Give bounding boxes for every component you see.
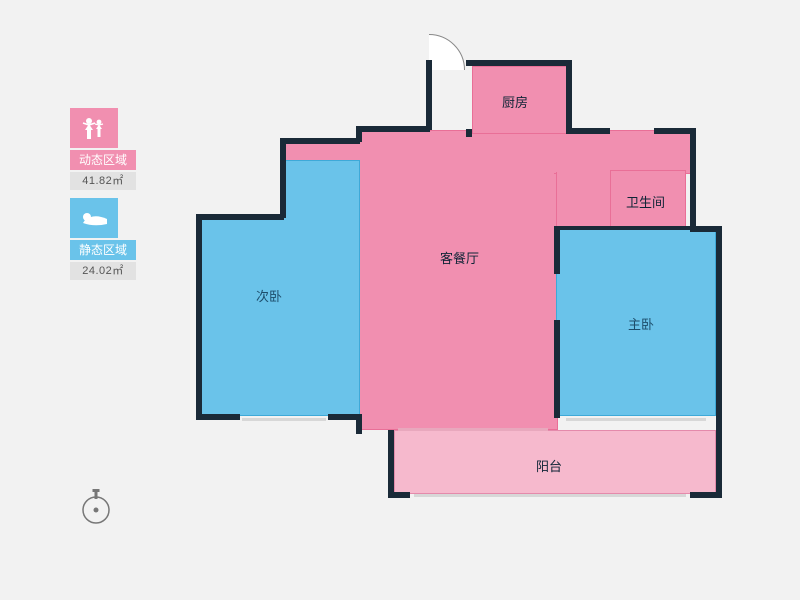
- wall-segment: [690, 492, 720, 498]
- wall-segment: [196, 414, 240, 420]
- wall-segment: [554, 320, 560, 418]
- room-living: [358, 130, 558, 430]
- legend-dynamic-value: 41.82㎡: [70, 172, 136, 190]
- room-corridor: [554, 130, 694, 174]
- wall-segment: [554, 226, 560, 274]
- room-balcony: [394, 430, 716, 494]
- floorplan-stage: 厨房 卫生间 客餐厅 次卧 主卧 阳台 动态区域 41.82㎡ 静态区域: [0, 0, 800, 600]
- wall-segment: [426, 60, 432, 130]
- room-corridor-vert: [556, 172, 616, 228]
- wall-segment: [466, 60, 572, 66]
- legend-dynamic: 动态区域 41.82㎡: [70, 108, 136, 190]
- room-bath: [610, 170, 686, 228]
- wall-segment: [388, 430, 394, 496]
- wall-segment: [280, 138, 360, 144]
- compass-icon: [76, 486, 116, 526]
- legend-static-value: 24.02㎡: [70, 262, 136, 280]
- wall-segment: [716, 416, 722, 498]
- legend-static-title: 静态区域: [70, 240, 136, 260]
- window-sill-3: [566, 418, 706, 421]
- window-sill-2: [398, 428, 548, 431]
- legend-dynamic-title: 动态区域: [70, 150, 136, 170]
- room-bed2: [200, 216, 360, 416]
- wall-segment: [356, 414, 362, 434]
- room-bed2-top: [284, 160, 360, 218]
- wall-segment: [690, 128, 696, 228]
- legend-dynamic-icon: [70, 108, 118, 148]
- wall-segment: [196, 214, 202, 418]
- wall-segment: [566, 60, 572, 134]
- window-sill-4: [414, 494, 686, 497]
- room-kitchen: [472, 66, 568, 134]
- wall-segment: [716, 226, 722, 420]
- wall-segment: [466, 129, 472, 137]
- sleep-icon: [77, 207, 111, 229]
- wall-segment: [196, 214, 284, 220]
- wall-segment: [566, 128, 610, 134]
- room-bed1: [556, 226, 716, 416]
- window-sill-1: [242, 418, 326, 421]
- wall-segment: [554, 226, 690, 230]
- wall-segment: [280, 138, 286, 218]
- legend-static-icon: [70, 198, 118, 238]
- people-icon: [79, 115, 109, 141]
- wall-segment: [356, 126, 430, 132]
- legend-static: 静态区域 24.02㎡: [70, 198, 136, 280]
